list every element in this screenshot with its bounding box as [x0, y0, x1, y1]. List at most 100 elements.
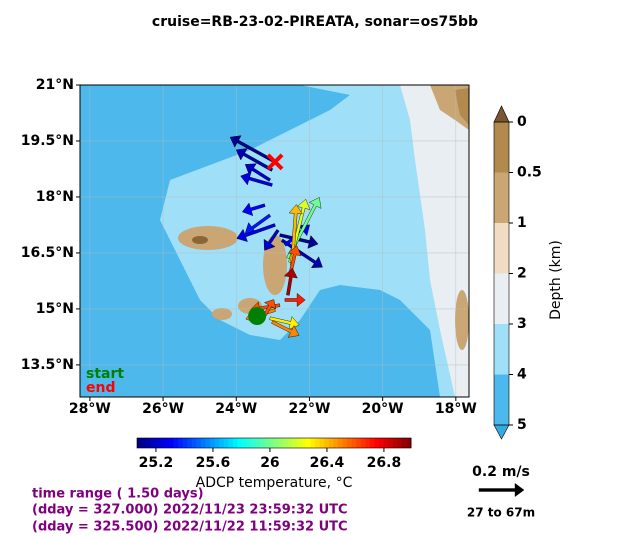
time-text: (dday = 325.500) 2022/11/22 11:59:32 UTC: [32, 520, 348, 535]
temp-band: [397, 438, 403, 448]
x-tick-label: 24°W: [215, 401, 257, 417]
temp-tick-label: 26: [260, 455, 279, 471]
velocity-vector: [269, 316, 300, 330]
velocity-vector: [271, 320, 300, 338]
temp-band: [264, 438, 270, 448]
temp-tick-label: 26.8: [367, 455, 402, 471]
temp-band: [360, 438, 366, 448]
depth-tick-label: 0.5: [517, 165, 542, 181]
temp-band: [287, 438, 293, 448]
temp-band: [251, 438, 257, 448]
temp-band: [305, 438, 312, 448]
scale-depth: 27 to 67m: [467, 506, 535, 520]
velocity-vector: [240, 171, 273, 187]
x-tick-label: 18°W: [435, 401, 477, 417]
y-tick-label: 15°N: [36, 301, 74, 317]
temp-band: [369, 438, 375, 448]
temp-band: [365, 438, 371, 448]
scale-label: 0.2 m/s: [472, 464, 530, 480]
temp-band: [278, 438, 284, 448]
temp-band: [155, 438, 161, 448]
time-text: time range ( 1.50 days): [32, 487, 204, 502]
depth-band: [494, 172, 509, 224]
temp-band: [328, 438, 334, 448]
x-tick-label: 22°W: [288, 401, 330, 417]
temp-band: [223, 438, 229, 448]
velocity-vector: [284, 292, 306, 307]
temp-band: [187, 438, 193, 448]
temp-band: [200, 438, 206, 448]
depth-band: [494, 374, 509, 426]
velocity-vector: [263, 229, 280, 251]
temp-band: [392, 438, 398, 448]
velocity-vector: [236, 223, 276, 242]
temp-band: [310, 438, 316, 448]
temp-tick-label: 26.4: [310, 455, 345, 471]
temp-band: [196, 438, 202, 448]
temp-band: [301, 438, 307, 448]
temp-band: [137, 438, 143, 448]
title: cruise=RB-23-02-PIREATA, sonar=os75bb: [152, 14, 478, 30]
temp-band: [232, 438, 238, 448]
temp-band: [146, 438, 152, 448]
temp-band: [274, 438, 280, 448]
temp-band: [260, 438, 266, 448]
velocity-vector: [283, 267, 298, 296]
start-marker: [248, 307, 267, 326]
temp-band: [342, 438, 348, 448]
temp-band: [388, 438, 394, 448]
temp-band: [374, 438, 380, 448]
temp-frame: [136, 437, 412, 449]
start-label: start: [86, 366, 124, 382]
depth-over: [493, 105, 510, 123]
temp-band: [173, 438, 179, 448]
temp-band: [292, 438, 298, 448]
depth-under: [493, 424, 510, 440]
temp-band: [168, 438, 175, 448]
temp-band: [141, 438, 147, 448]
temp-band: [283, 438, 289, 448]
depth-tick-label: 5: [517, 417, 527, 433]
y-tick-label: 18°N: [36, 189, 74, 205]
temp-band: [255, 438, 261, 448]
depth-tick-label: 0: [517, 114, 527, 130]
scale-arrow: [478, 483, 525, 497]
map-frame: [79, 84, 470, 398]
temp-band: [315, 438, 321, 448]
temp-band: [191, 438, 197, 448]
depth-tick-label: 2: [517, 266, 527, 282]
velocity-vector: [229, 135, 277, 164]
depth-label: Depth (km): [548, 240, 564, 320]
temp-tick-label: 25.6: [196, 455, 231, 471]
x-tick-label: 28°W: [69, 401, 111, 417]
temp-band: [269, 438, 275, 448]
temp-band: [214, 438, 220, 448]
temp-band: [205, 438, 211, 448]
velocity-vector: [244, 163, 272, 182]
temp-band: [347, 438, 353, 448]
x-tick-label: 20°W: [362, 401, 404, 417]
time-text: (dday = 327.000) 2022/11/23 23:59:32 UTC: [32, 503, 348, 518]
temp-band: [182, 438, 188, 448]
temp-band: [228, 438, 234, 448]
velocity-vector: [279, 233, 319, 249]
temp-band: [159, 438, 165, 448]
velocity-vector: [241, 202, 266, 216]
depth-band: [494, 273, 509, 325]
temp-band: [237, 438, 243, 448]
temp-band: [150, 438, 156, 448]
y-tick-label: 16.5°N: [21, 245, 74, 261]
map-background: [80, 85, 469, 397]
temp-band: [242, 438, 248, 448]
map-layer: [80, 84, 469, 397]
y-tick-label: 13.5°N: [21, 357, 74, 373]
depth-band: [494, 324, 509, 375]
temp-band: [406, 438, 412, 448]
temp-band: [319, 438, 325, 448]
y-tick-label: 21°N: [36, 77, 74, 93]
temp-band: [246, 438, 252, 448]
temp-band: [210, 438, 216, 448]
temp-label: ADCP temperature, °C: [196, 475, 353, 491]
temp-band: [296, 438, 302, 448]
depth-tick-label: 3: [517, 316, 527, 332]
